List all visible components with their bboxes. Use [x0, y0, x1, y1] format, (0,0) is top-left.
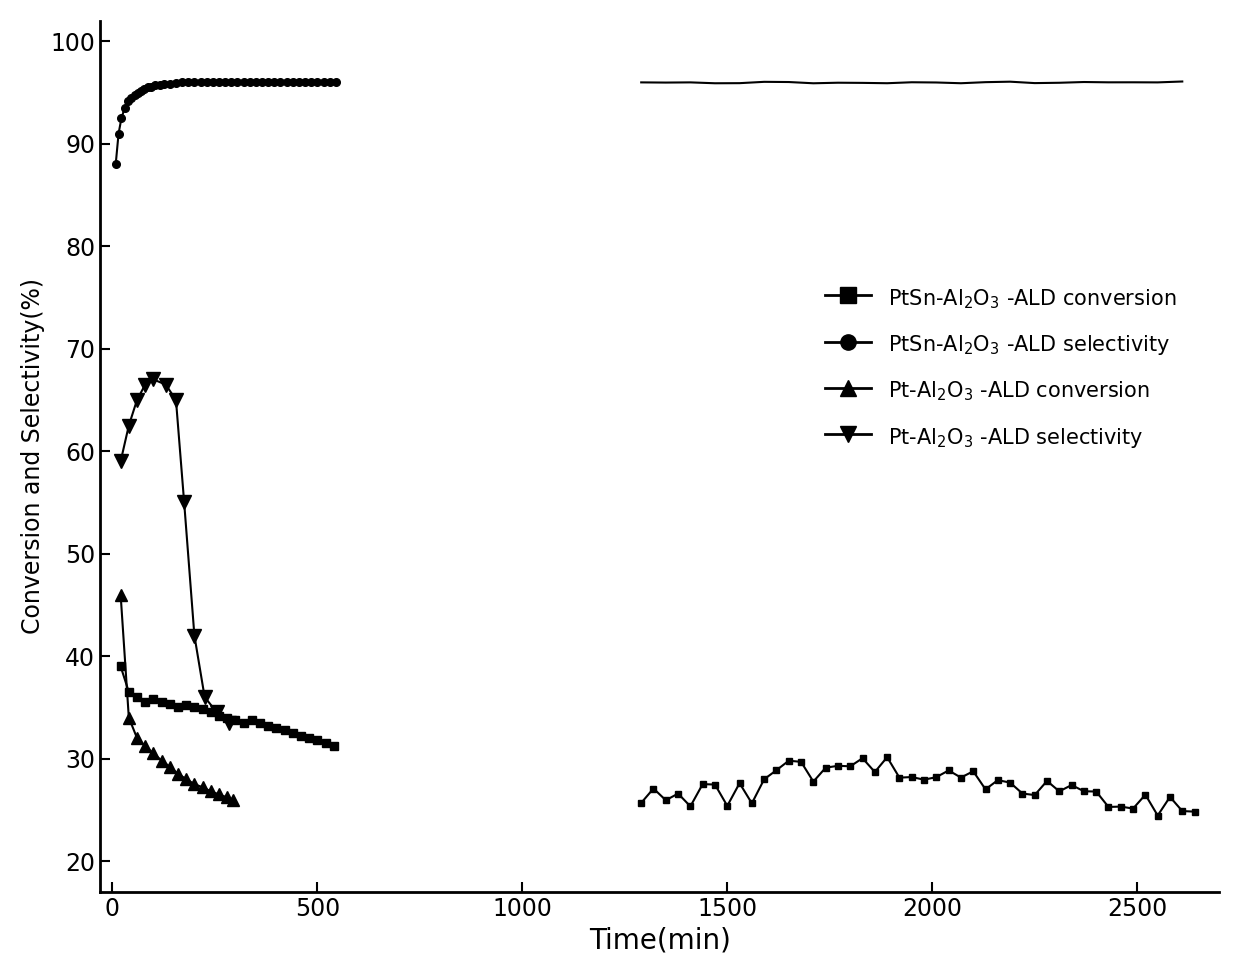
Y-axis label: Conversion and Selectivity(%): Conversion and Selectivity(%) — [21, 278, 45, 635]
X-axis label: Time(min): Time(min) — [589, 926, 730, 955]
Legend: PtSn-Al$_2$O$_3$ -ALD conversion, PtSn-Al$_2$O$_3$ -ALD selectivity, Pt-Al$_2$O$: PtSn-Al$_2$O$_3$ -ALD conversion, PtSn-A… — [815, 275, 1187, 460]
